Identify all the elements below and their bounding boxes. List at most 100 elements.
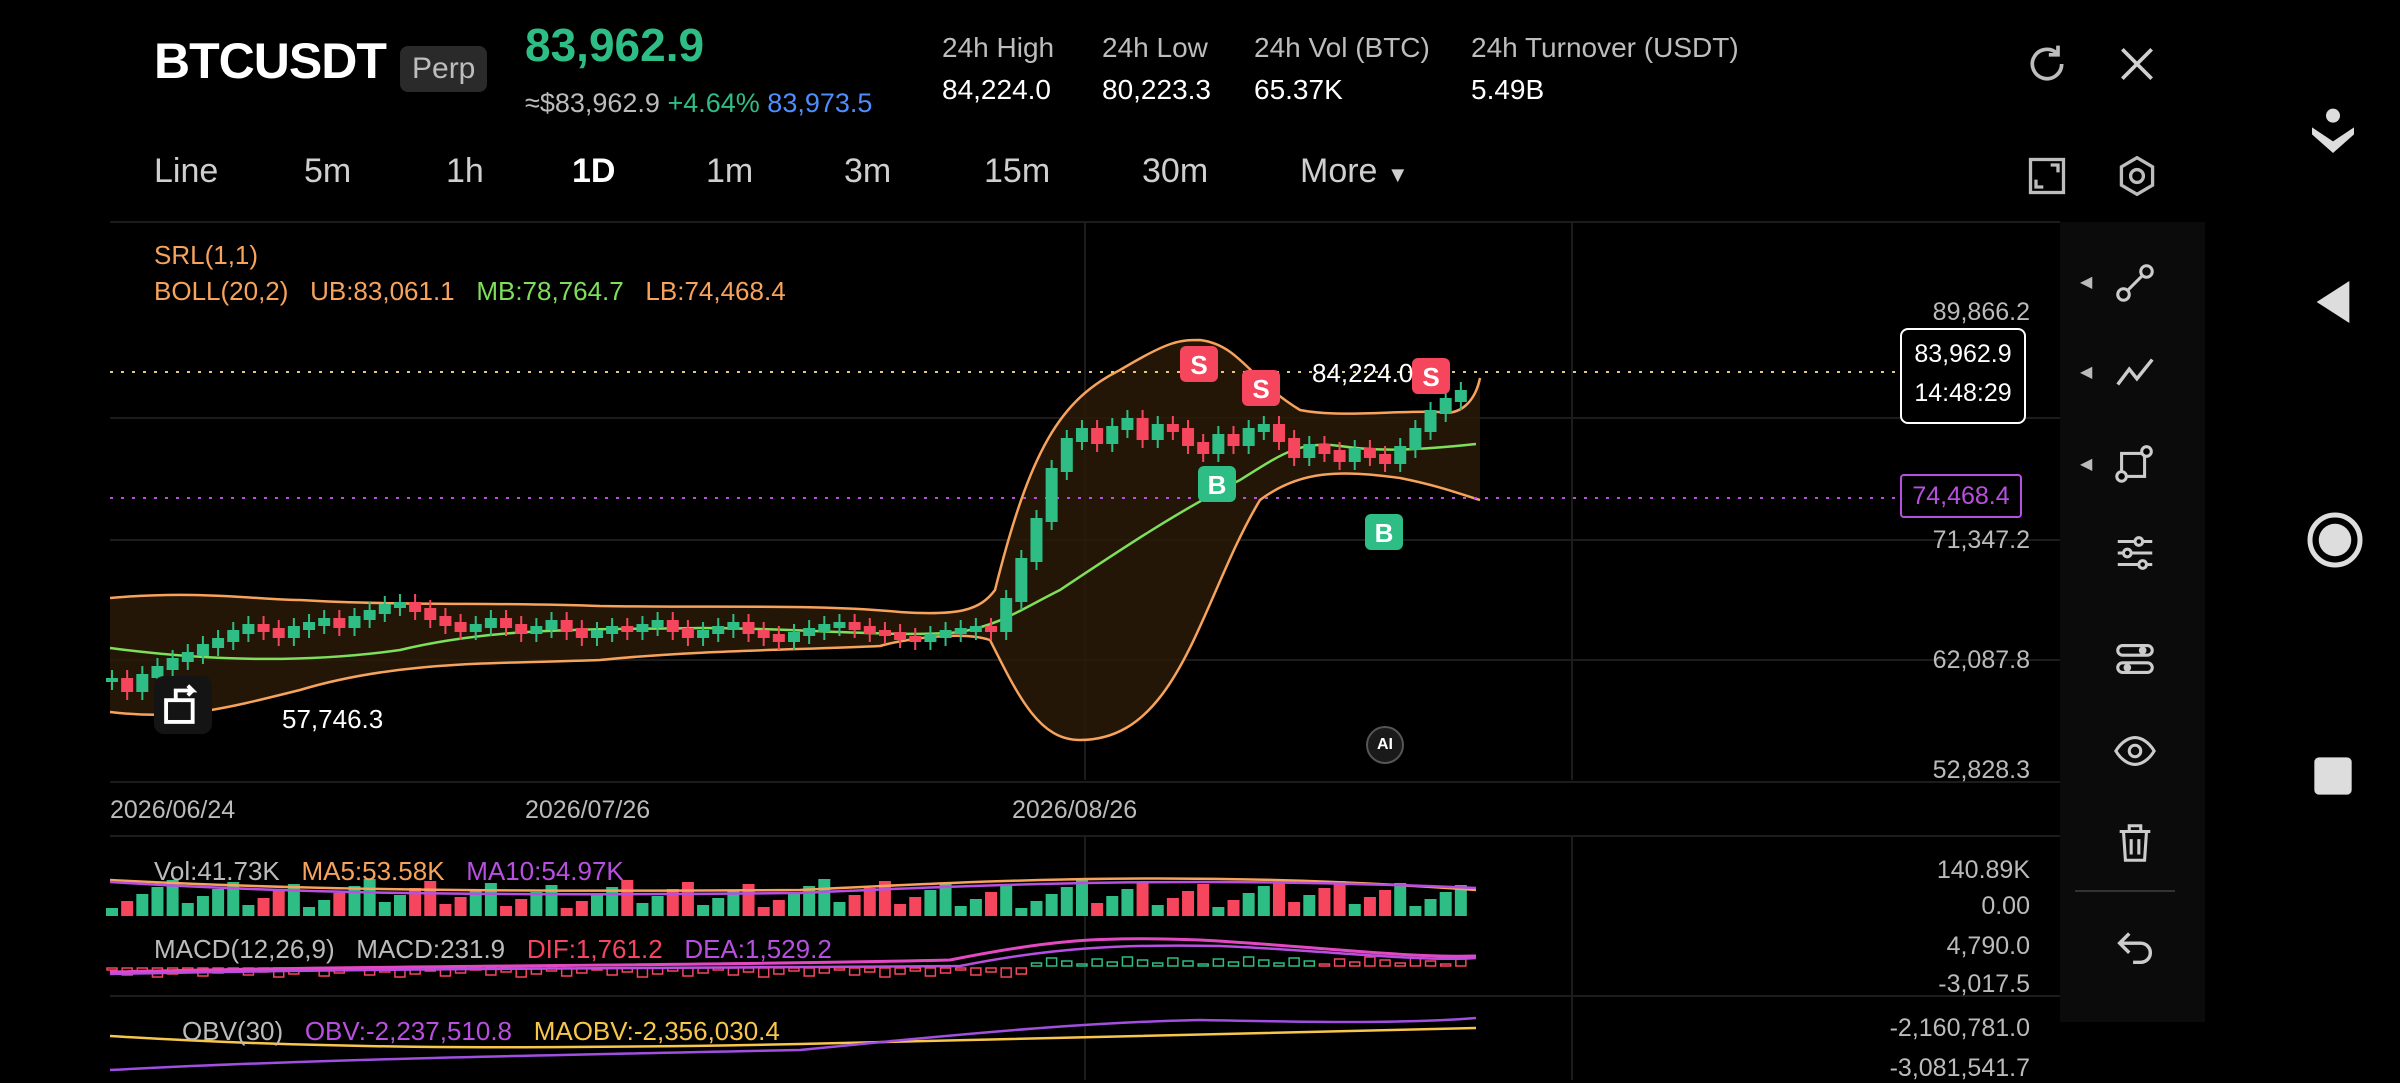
- volume-bar: [636, 903, 649, 916]
- macd-histogram-bar: [636, 967, 649, 978]
- macd-histogram-bar: [1167, 957, 1179, 967]
- trendline-tool-icon[interactable]: [2112, 260, 2158, 311]
- candle: [196, 644, 209, 656]
- volume-bar: [727, 891, 740, 916]
- assistant-icon[interactable]: [2305, 104, 2361, 165]
- perp-badge: Perp: [400, 46, 488, 92]
- obv-axis-bottom: -3,081,541.7: [1889, 1054, 2030, 1082]
- volume-bar: [439, 904, 452, 916]
- refresh-icon[interactable]: [2025, 42, 2069, 96]
- srl-legend: SRL(1,1): [154, 240, 259, 270]
- fullscreen-icon[interactable]: [2025, 154, 2069, 203]
- candle: [1348, 448, 1361, 462]
- close-icon[interactable]: [2115, 42, 2159, 96]
- boll-legend: BOLL(20,2) UB:83,061.1 MB:78,764.7 LB:74…: [154, 276, 786, 306]
- candle: [409, 602, 422, 612]
- volume-bar: [575, 901, 588, 916]
- candle: [121, 678, 134, 692]
- price-chart[interactable]: S S S B B: [0, 0, 2060, 1080]
- macd-histogram-bar: [1045, 957, 1058, 967]
- volume-bar: [1106, 896, 1119, 916]
- toggle-tool-icon[interactable]: [2112, 636, 2158, 687]
- current-price-box: 83,962.9 14:48:29: [1900, 328, 2026, 424]
- macd-histogram-bar: [1258, 959, 1270, 967]
- sell-signal: S: [1190, 350, 1207, 380]
- volume-bar: [333, 893, 346, 916]
- expand-arrow-icon[interactable]: ◀: [2080, 274, 2093, 291]
- share-icon[interactable]: [154, 676, 212, 734]
- back-icon[interactable]: [2305, 274, 2361, 335]
- macd-histogram-bar: [1182, 960, 1194, 967]
- last-price: 83,962.9: [525, 19, 705, 71]
- obv-legend: OBV(30) OBV:-2,237,510.8 MAOBV:-2,356,03…: [182, 1016, 780, 1046]
- tab-1m[interactable]: 1m: [706, 152, 754, 190]
- date-label: 2026/07/26: [525, 796, 651, 824]
- volume-bar: [894, 904, 907, 916]
- volume-bar: [1348, 904, 1361, 916]
- candle: [697, 630, 710, 638]
- candle: [712, 626, 725, 634]
- volume-bar: [212, 889, 225, 916]
- fib-tool-icon[interactable]: [2112, 530, 2158, 581]
- macd-histogram-bar: [1349, 961, 1361, 967]
- macd-histogram-bar: [970, 967, 982, 976]
- wave-tool-icon[interactable]: [2112, 350, 2158, 401]
- volume-bar: [272, 891, 285, 916]
- volume-bar: [1242, 893, 1255, 916]
- volume-bar: [1182, 891, 1195, 916]
- tab-more[interactable]: More ▼: [1300, 152, 1409, 190]
- macd-histogram-bar: [1061, 960, 1073, 967]
- volume-bar: [590, 894, 603, 916]
- caret-down-icon: ▼: [1386, 162, 1409, 187]
- candle: [788, 632, 800, 642]
- candle: [545, 620, 558, 630]
- candle: [1242, 428, 1255, 446]
- volume-bar: [484, 883, 497, 916]
- volume-legend: Vol:41.73K MA5:53.58K MA10:54.97K: [154, 856, 624, 886]
- macd-histogram-bar: [1333, 958, 1346, 967]
- expand-arrow-icon[interactable]: ◀: [2080, 456, 2093, 473]
- undo-icon[interactable]: [2112, 924, 2158, 975]
- shape-tool-icon[interactable]: [2112, 440, 2158, 491]
- volume-bar: [1000, 885, 1013, 916]
- candle: [1409, 428, 1422, 450]
- candle: [818, 624, 831, 632]
- tab-3m[interactable]: 3m: [844, 152, 892, 190]
- eye-icon[interactable]: [2112, 728, 2158, 779]
- tab-30m[interactable]: 30m: [1142, 152, 1209, 190]
- candle: [772, 634, 785, 642]
- volume-bar: [181, 903, 194, 916]
- candles: [106, 382, 1467, 700]
- candle: [227, 630, 240, 642]
- candle: [166, 658, 179, 670]
- tab-1d[interactable]: 1D: [572, 152, 616, 190]
- candle: [1136, 418, 1149, 440]
- buy-signal: B: [1208, 470, 1227, 500]
- volume-bar: [909, 897, 922, 916]
- countdown: 14:48:29: [1914, 379, 2012, 407]
- volume-bar: [1060, 887, 1073, 916]
- macd-histogram-bar: [1212, 958, 1225, 967]
- macd-histogram-bar: [1015, 967, 1028, 975]
- expand-arrow-icon[interactable]: ◀: [2080, 364, 2093, 381]
- recents-icon[interactable]: [2305, 748, 2361, 809]
- ai-badge[interactable]: AI: [1366, 726, 1404, 764]
- volume-bar: [1121, 889, 1134, 916]
- candle: [939, 630, 952, 638]
- candle: [1151, 424, 1164, 440]
- tab-5m[interactable]: 5m: [304, 152, 352, 190]
- trash-icon[interactable]: [2112, 820, 2158, 871]
- candle: [1121, 418, 1134, 430]
- tab-1h[interactable]: 1h: [446, 152, 484, 190]
- tab-line[interactable]: Line: [154, 152, 219, 190]
- settings-hex-icon[interactable]: [2115, 154, 2159, 203]
- volume-bar: [348, 886, 361, 916]
- volume-bar: [697, 905, 710, 916]
- tab-15m[interactable]: 15m: [984, 152, 1051, 190]
- candle: [909, 636, 922, 642]
- home-icon[interactable]: [2305, 510, 2365, 575]
- vol-axis-top: 140.89K: [1936, 856, 2030, 884]
- macd-histogram-bar: [1439, 963, 1452, 967]
- macd-histogram-bar: [106, 967, 118, 971]
- volume-bar: [1394, 883, 1407, 916]
